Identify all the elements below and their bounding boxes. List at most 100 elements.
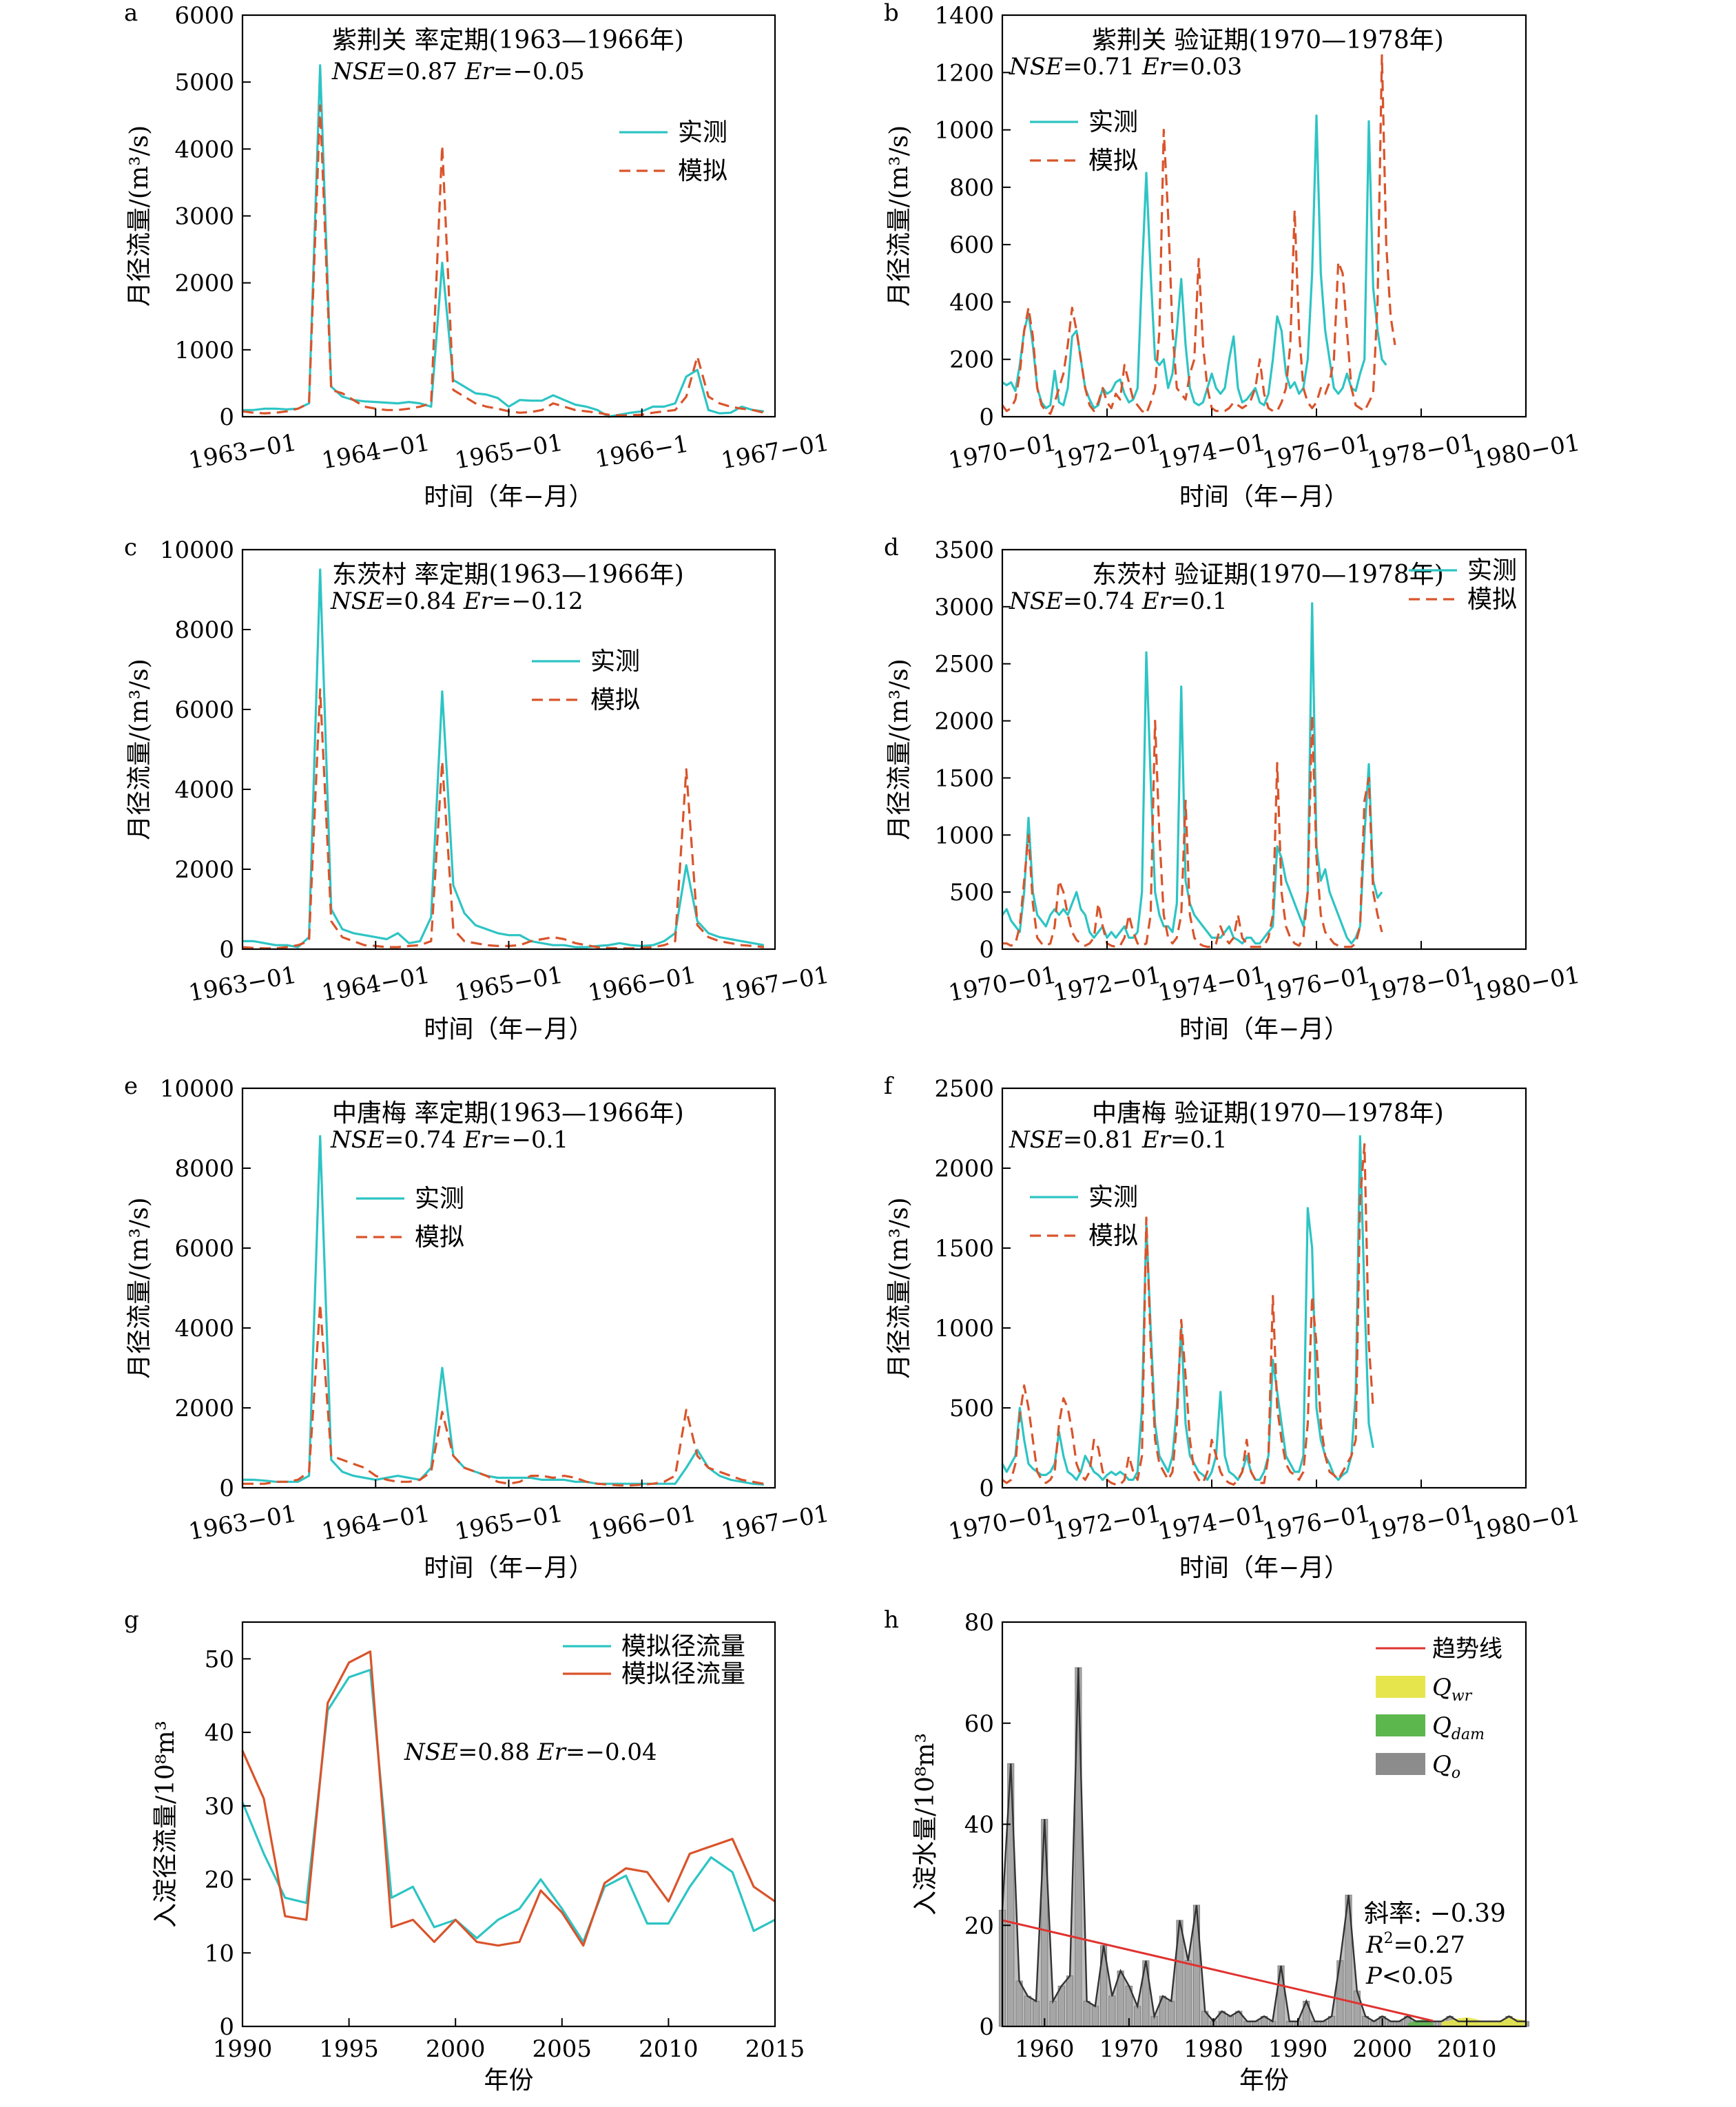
p-value: <0.05	[1382, 1962, 1454, 1990]
bar-qo	[1033, 2000, 1040, 2027]
trend-p: P<0.05	[1365, 1962, 1454, 1990]
nse-value: =0.74	[384, 1126, 456, 1154]
legend-label-main: Q	[1432, 1674, 1451, 1701]
legend-label-main: 趋势线	[1432, 1635, 1502, 1663]
chart-panel-b: b 0 200 400 600 800 1000 1200 1400 1970−011972−01…	[884, 0, 1582, 511]
x-tick-label: 1976−01	[1261, 429, 1373, 475]
y-axis-label: 月径流量/(m³/s)	[885, 1197, 913, 1378]
qo-line	[1001, 1667, 1526, 2023]
y-tick-label: 40	[964, 1812, 994, 1839]
y-axis-label: 月径流量/(m³/s)	[885, 125, 913, 307]
x-tick-label: 1978−01	[1365, 1500, 1478, 1546]
nse-value: =0.84	[384, 588, 456, 615]
x-axis-label: 时间（年−月）	[1179, 1554, 1349, 1582]
legend-label: Qdam	[1432, 1712, 1485, 1743]
er-label: Er	[537, 1738, 567, 1766]
panel-title: 中唐梅 率定期(1963—1966年)	[332, 1099, 684, 1128]
y-axis-label: 入淀径流量/10⁸m³	[152, 1721, 180, 1928]
legend-label: 趋势线	[1432, 1635, 1502, 1663]
nse-value: =0.74	[1063, 588, 1135, 615]
y-tick-label: 0	[979, 404, 994, 431]
nse-value: =0.81	[1063, 1126, 1135, 1154]
panel-letter: a	[124, 0, 138, 27]
x-tick-label: 1967−01	[719, 1500, 831, 1546]
legend-patch	[1376, 1714, 1425, 1736]
er-value: =−0.12	[492, 588, 583, 615]
y-tick-label: 1000	[934, 117, 994, 145]
x-tick-label: 1963−01	[187, 429, 299, 475]
nse-label: NSE	[404, 1738, 458, 1766]
metric-gap	[457, 58, 465, 85]
bar-qo	[1015, 1980, 1023, 2027]
r2-value: =0.27	[1394, 1931, 1465, 1959]
legend-label: 实测	[1467, 557, 1517, 585]
series-line-observed	[1001, 602, 1383, 945]
x-tick-label: 1964−01	[320, 962, 432, 1008]
x-tick-label: 1980−01	[1470, 962, 1582, 1008]
bar-qo	[1226, 2015, 1234, 2027]
y-tick-label: 0	[219, 936, 234, 964]
panel-title: 东茨村 验证期(1970—1978年)	[1092, 561, 1444, 589]
legend-patch	[1376, 1753, 1425, 1775]
y-axis-label: 月径流量/(m³/s)	[885, 658, 913, 840]
series-line-simulated	[242, 688, 765, 950]
y-tick-label: 6000	[174, 696, 234, 724]
x-tick-label: 1970−01	[947, 429, 1059, 475]
panel-letter: h	[884, 1606, 899, 1634]
series-line-simulated	[242, 1302, 765, 1487]
legend-label: 模拟	[590, 686, 640, 714]
x-tick-label: 1995	[319, 2035, 379, 2063]
y-tick-label: 200	[949, 346, 994, 374]
er-label: Er	[463, 588, 493, 615]
series-line-simulated	[1002, 1143, 1374, 1486]
fit-metrics: NSE=0.81 Er=0.1	[1009, 1126, 1228, 1154]
y-tick-label: 500	[949, 1395, 994, 1422]
bar-qo	[1134, 2006, 1141, 2027]
chart-panel-d: d 0 500 1000 1500 2000 2500 3000 3500 1970−011972…	[884, 534, 1582, 1044]
r2-label: R	[1365, 1931, 1384, 1959]
er-label: Er	[1141, 1126, 1172, 1154]
trend-line	[1002, 1919, 1434, 2022]
x-tick-label: 1990	[213, 2035, 273, 2063]
x-tick-label: 1967−01	[719, 962, 831, 1008]
y-tick-label: 4000	[174, 1315, 234, 1342]
y-tick-label: 400	[949, 289, 994, 316]
x-axis-label: 年份	[484, 2066, 533, 2095]
er-label: Er	[464, 58, 495, 85]
x-tick-label: 1980−01	[1470, 1500, 1582, 1546]
series-line-observed	[241, 1668, 776, 1943]
x-tick-label: 1964−01	[320, 1500, 432, 1546]
y-tick-label: 3500	[934, 537, 994, 564]
panel-letter: g	[124, 1606, 139, 1634]
y-tick-label: 2000	[934, 1155, 994, 1183]
y-tick-label: 10000	[160, 1075, 234, 1103]
bar-qo	[1049, 2000, 1057, 2027]
bar-qo	[1184, 1960, 1192, 2027]
x-tick-label: 1963−01	[187, 1500, 299, 1546]
er-value: =0.1	[1170, 1126, 1228, 1154]
fit-metrics: NSE=0.88 Er=−0.04	[404, 1738, 657, 1766]
y-tick-label: 10000	[160, 537, 234, 564]
er-label: Er	[463, 1126, 493, 1154]
panel-title: 东茨村 率定期(1963—1966年)	[332, 561, 684, 589]
panel-title: 中唐梅 验证期(1970—1978年)	[1092, 1099, 1444, 1128]
panel-letter: d	[884, 534, 899, 561]
x-tick-label: 1974−01	[1156, 429, 1268, 475]
er-value: =−0.05	[493, 58, 585, 85]
fit-metrics: NSE=0.84 Er=−0.12	[330, 588, 583, 615]
y-tick-label: 800	[949, 174, 994, 202]
r2-superscript: 2	[1384, 1930, 1394, 1947]
y-tick-label: 0	[979, 936, 994, 964]
x-tick-label: 1970	[1099, 2035, 1159, 2063]
x-tick-label: 1976−01	[1261, 1500, 1373, 1546]
plot-frame	[241, 1621, 776, 2028]
legend-label: 模拟径流量	[621, 1632, 745, 1661]
x-tick-label: 1990	[1268, 2035, 1328, 2063]
legend-label: 实测	[1088, 108, 1138, 136]
fit-metrics: NSE=0.87 Er=−0.05	[331, 58, 585, 85]
chart-panel-a: a 0 1000 2000 3000 4000 5000 6000 1963−01 1964−01…	[124, 0, 831, 511]
